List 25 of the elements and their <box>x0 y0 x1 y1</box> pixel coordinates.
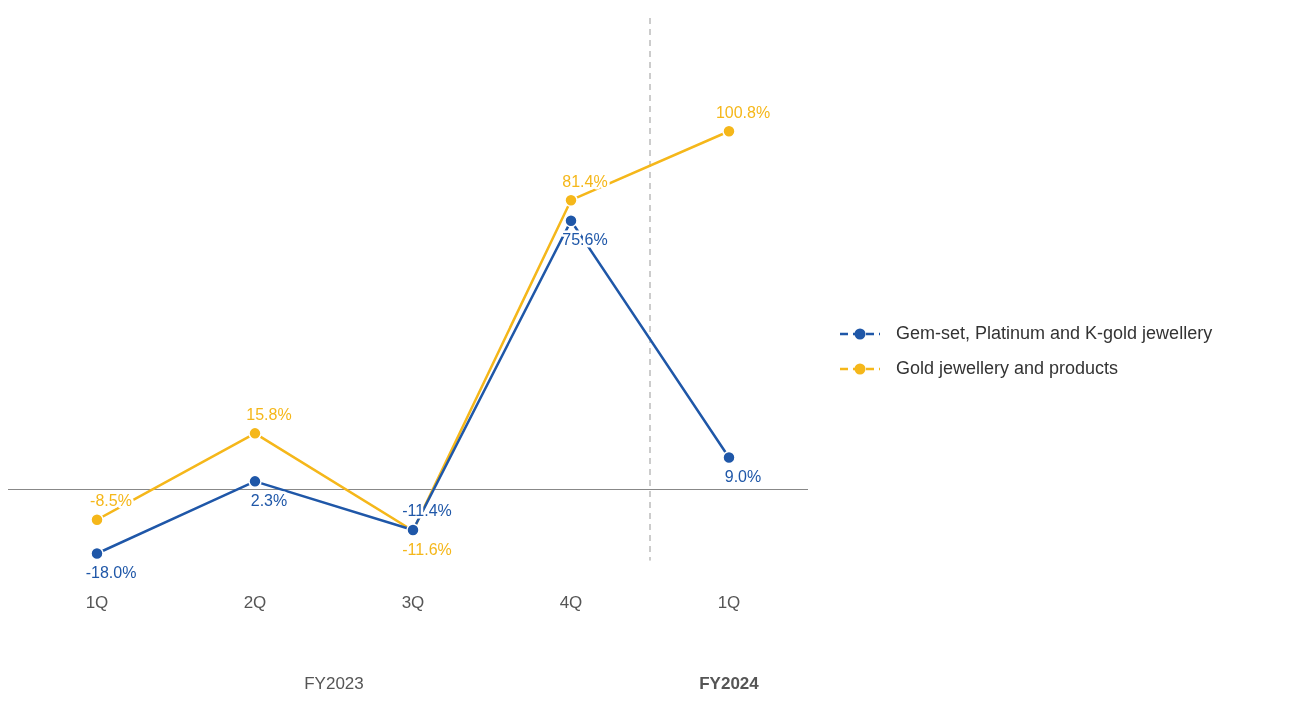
legend-label: Gem-set, Platinum and K-gold jewellery <box>896 323 1213 344</box>
x-tick-label: 3Q <box>401 593 425 613</box>
data-label: 15.8% <box>246 405 292 423</box>
x-tick-label: 1Q <box>717 593 741 613</box>
point <box>564 193 578 207</box>
point <box>90 546 104 561</box>
point <box>248 474 262 489</box>
legend-label: Gold jewellery and products <box>896 358 1119 379</box>
text: FY2024 <box>699 673 760 693</box>
point <box>722 450 736 465</box>
data-label: -18.0% <box>85 563 137 581</box>
point <box>722 124 736 138</box>
point <box>248 426 262 441</box>
data-label: 9.0% <box>724 467 762 485</box>
x-tick-label: 2Q <box>243 593 267 613</box>
point <box>90 512 104 527</box>
data-label: 100.8% <box>715 103 771 121</box>
data-label: -8.5% <box>90 492 132 510</box>
point <box>564 214 578 228</box>
x-tick-label: 1Q <box>85 593 109 613</box>
x-tick-label: 4Q <box>559 593 583 613</box>
text: FY2023 <box>304 673 364 693</box>
data-label: -11.6% <box>402 541 452 559</box>
data-label: 2.3% <box>250 491 288 509</box>
data-label: 81.4% <box>562 172 608 190</box>
